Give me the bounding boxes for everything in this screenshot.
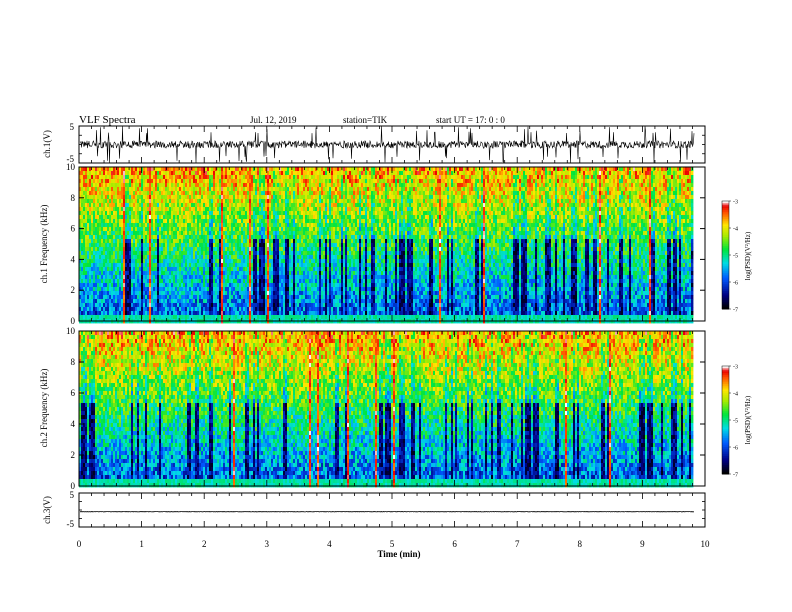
- time-tick-label: 0: [77, 539, 82, 549]
- freq-tick-label: 0: [71, 316, 76, 326]
- colorbar-tick-label: -6: [733, 281, 738, 287]
- ch3-waveform-ylabel: ch.3(V): [42, 496, 52, 524]
- ch2-spectrogram-yticks: 0 2 4 6 8 10: [66, 326, 705, 491]
- time-tick-label: 1: [139, 539, 144, 549]
- ch1-spectrogram-panel: 0 2 4 6 8 10 ch.1 Frequency (kHz): [39, 162, 706, 326]
- colorbar-tick-label: -6: [733, 446, 738, 452]
- start-ut-label: start UT = 17: 0 : 0: [436, 115, 505, 125]
- ch1-waveform-ylabel: ch.1(V): [42, 130, 52, 158]
- time-tick-label: 4: [327, 539, 332, 549]
- ch2-colorbar-gradient: [721, 365, 730, 475]
- ch1-colorbar-gradient: [721, 200, 730, 310]
- ch1-spectrogram-yticks: 0 2 4 6 8 10: [66, 162, 705, 326]
- time-tick-label: 8: [578, 539, 583, 549]
- ch1-spectrogram-ylabel: ch.1 Frequency (kHz): [39, 205, 49, 284]
- colorbar-tick-label: -7: [733, 473, 738, 479]
- colorbar-tick-label: -5: [733, 254, 738, 260]
- freq-tick-label: 0: [71, 481, 76, 491]
- ch2-spectrogram-ylabel-channel: ch.2 Frequency (kHz): [39, 369, 49, 448]
- freq-tick-label: 6: [71, 224, 76, 234]
- time-tick-label: 3: [265, 539, 270, 549]
- freq-tick-label: 4: [71, 254, 76, 264]
- ch1-colorbar-ticks: -3 -4 -5 -6 -7: [729, 200, 738, 314]
- ch1-spectrogram-image: [79, 167, 705, 324]
- freq-tick-label: 8: [71, 357, 76, 367]
- freq-tick-label: 8: [71, 193, 76, 203]
- ch1-colorbar: -3 -4 -5 -6 -7 log(PSD)(V²/Hz): [721, 200, 752, 314]
- colorbar-tick-label: -4: [733, 227, 738, 233]
- colorbar-tick-label: -7: [733, 308, 738, 314]
- freq-tick-label: 10: [66, 162, 76, 172]
- ch2-colorbar: -3 -4 -5 -6 -7 log(PSD)(V²/Hz): [721, 365, 752, 479]
- time-tick-label: 6: [452, 539, 457, 549]
- time-tick-labels: 0 1 2 3 4 5 6 7 8 9 10: [77, 539, 710, 549]
- ch1-waveform-panel: 5 -5 ch.1(V): [42, 122, 706, 164]
- ch2-spectrogram-image: [79, 331, 705, 488]
- time-tick-label: 7: [515, 539, 520, 549]
- colorbar-tick-label: -4: [733, 392, 738, 398]
- ch1-ytick-bottom: -5: [67, 154, 75, 164]
- time-axis-label: Time (min): [377, 549, 420, 559]
- ch3-ytick-top: 5: [70, 490, 75, 500]
- time-tick-label: 5: [390, 539, 395, 549]
- freq-tick-label: 10: [66, 326, 76, 336]
- freq-tick-label: 4: [71, 419, 76, 429]
- ch2-spectrogram-ylabel: ch.2 Frequency (kHz): [39, 369, 49, 448]
- time-tick-label: 9: [640, 539, 645, 549]
- freq-tick-label: 6: [71, 388, 76, 398]
- station-label: station=TIK: [343, 115, 388, 125]
- ch1-waveform-line: [79, 125, 695, 164]
- figure-title: VLF Spectra: [79, 114, 136, 126]
- ch1-colorbar-label: log(PSD)(V²/Hz): [744, 231, 752, 280]
- colorbar-tick-label: -5: [733, 419, 738, 425]
- ch3-ytick-bottom: -5: [67, 519, 75, 529]
- time-tick-label: 2: [202, 539, 207, 549]
- colorbar-tick-label: -3: [733, 200, 738, 206]
- time-tick-marks: [78, 126, 706, 527]
- time-tick-label: 10: [701, 539, 711, 549]
- colorbar-tick-label: -3: [733, 365, 738, 371]
- ch2-colorbar-label: log(PSD)(V²/Hz): [744, 395, 752, 444]
- ch2-spectrogram-panel: 0 2 4 6 8 10 ch.2 Frequency (kHz): [39, 326, 706, 491]
- ch1-spectrogram-ylabel-channel: ch.1 Frequency (kHz): [39, 205, 49, 284]
- ch1-ytick-top: 5: [70, 122, 75, 132]
- freq-tick-label: 2: [71, 450, 76, 460]
- ch2-colorbar-ticks: -3 -4 -5 -6 -7: [729, 365, 738, 479]
- date-label: Jul. 12, 2019: [250, 115, 297, 125]
- freq-tick-label: 2: [71, 285, 76, 295]
